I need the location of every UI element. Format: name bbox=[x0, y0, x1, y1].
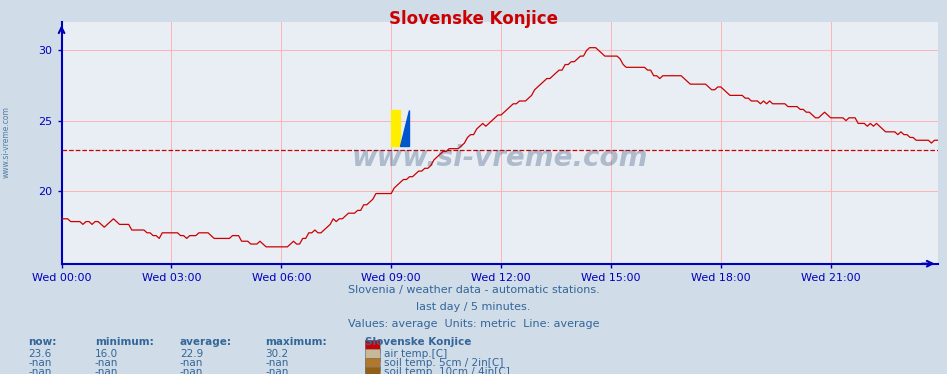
Text: minimum:: minimum: bbox=[95, 337, 153, 347]
Text: air temp.[C]: air temp.[C] bbox=[384, 349, 447, 359]
Text: last day / 5 minutes.: last day / 5 minutes. bbox=[417, 302, 530, 312]
Text: 22.9: 22.9 bbox=[180, 349, 204, 359]
Text: www.si-vreme.com: www.si-vreme.com bbox=[351, 144, 648, 172]
Bar bbox=[391, 110, 400, 146]
Text: now:: now: bbox=[28, 337, 57, 347]
Polygon shape bbox=[400, 110, 409, 146]
Text: -nan: -nan bbox=[95, 367, 118, 374]
Text: www.si-vreme.com: www.si-vreme.com bbox=[2, 106, 11, 178]
Text: -nan: -nan bbox=[95, 358, 118, 368]
Text: Values: average  Units: metric  Line: average: Values: average Units: metric Line: aver… bbox=[348, 319, 599, 329]
Text: -nan: -nan bbox=[180, 367, 204, 374]
Text: 30.2: 30.2 bbox=[265, 349, 288, 359]
Text: soil temp. 5cm / 2in[C]: soil temp. 5cm / 2in[C] bbox=[384, 358, 503, 368]
Text: soil temp. 10cm / 4in[C]: soil temp. 10cm / 4in[C] bbox=[384, 367, 509, 374]
Text: maximum:: maximum: bbox=[265, 337, 327, 347]
Text: -nan: -nan bbox=[28, 358, 52, 368]
Text: Slovenske Konjice: Slovenske Konjice bbox=[389, 10, 558, 28]
Text: -nan: -nan bbox=[265, 367, 289, 374]
Text: -nan: -nan bbox=[28, 367, 52, 374]
Text: -nan: -nan bbox=[180, 358, 204, 368]
Text: average:: average: bbox=[180, 337, 232, 347]
Text: Slovenske Konjice: Slovenske Konjice bbox=[365, 337, 471, 347]
Text: Slovenia / weather data - automatic stations.: Slovenia / weather data - automatic stat… bbox=[348, 285, 599, 295]
Text: -nan: -nan bbox=[265, 358, 289, 368]
Text: 23.6: 23.6 bbox=[28, 349, 52, 359]
Text: 16.0: 16.0 bbox=[95, 349, 117, 359]
